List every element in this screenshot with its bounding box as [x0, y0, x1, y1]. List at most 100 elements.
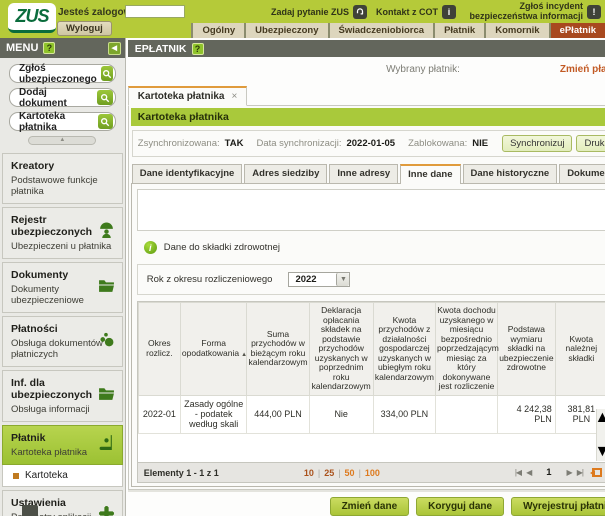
magnifier-icon: [100, 66, 113, 81]
column-header[interactable]: Podstawa wymiaru składki na ubezpieczeni…: [497, 302, 556, 396]
sidebar-item-title: Rejestr ubezpieczonych: [11, 214, 93, 238]
pagination-controls: |◀ ◀ 1 ▶ ▶|: [515, 467, 602, 478]
eplatnik-help-icon[interactable]: ?: [191, 42, 204, 55]
change-data-button[interactable]: Zmień dane: [329, 497, 410, 516]
tab-ubezpieczony[interactable]: Ubezpieczony: [244, 23, 328, 38]
column-header[interactable]: Deklaracja opłacania składek na podstawi…: [308, 302, 374, 396]
sort-ascending-icon: ▲: [241, 351, 248, 358]
tab-dane-historyczne[interactable]: Dane historyczne: [462, 164, 558, 183]
quick-button-dodaj-dokument[interactable]: Dodaj dokument: [9, 87, 116, 109]
tab-ogolny[interactable]: Ogólny: [191, 23, 245, 38]
sidebar-item-title: Płatności: [11, 323, 58, 335]
page-size-options: 10 | 25 | 50 | 100: [303, 467, 380, 478]
document-tab-label: Kartoteka płatnika: [137, 91, 225, 102]
scroll-up-icon[interactable]: ▲: [595, 409, 605, 427]
column-header[interactable]: Kwota przychodów z działalności gospodar…: [372, 302, 436, 396]
scroll-down-icon[interactable]: ▼: [595, 443, 605, 461]
sidebar-item-subtitle: Ubezpieczeni u płatnika: [11, 241, 112, 252]
elements-summary: Elementy 1 - 1 z 1: [143, 467, 219, 478]
coins-icon: [98, 331, 115, 353]
tab-platnik[interactable]: Płatnik: [433, 23, 485, 38]
document-tab-bar: Kartoteka płatnika ×: [127, 80, 605, 106]
tab-inne-dane[interactable]: Inne dane: [400, 164, 461, 184]
menu-title: MENU: [6, 42, 39, 54]
ask-zus-link[interactable]: Zadaj pytanie ZUS: [271, 4, 367, 19]
sidebar-item-title: Kreatory: [11, 160, 55, 172]
column-header[interactable]: Kwota dochodu uzyskanego w miesiącu bezp…: [434, 302, 499, 396]
table-scrollbar[interactable]: ▲ ▼: [595, 409, 605, 461]
selected-payer-label: Wybrany płatnik:: [386, 63, 460, 75]
quick-button-kartoteka-platnika[interactable]: Kartoteka płatnika: [9, 110, 116, 133]
synchronized-value: TAK: [224, 138, 244, 149]
sidebar-item-ustawienia[interactable]: Ustawienia Parametry aplikacji ePłatnik: [2, 490, 123, 516]
year-filter-box: Rok z okresu rozliczeniowego 2022 ▼: [136, 264, 605, 295]
card-icon: [98, 434, 115, 456]
sidebar-item-rejestr-ubezpieczonych[interactable]: Rejestr ubezpieczonych Ubezpieczeni u pł…: [2, 207, 123, 259]
last-page-icon[interactable]: ▶|: [576, 468, 584, 477]
info-icon: i: [143, 241, 157, 254]
menu-help-icon[interactable]: ?: [43, 42, 56, 54]
next-page-icon[interactable]: ▶: [566, 468, 573, 477]
login-input[interactable]: [125, 5, 185, 18]
cell-kwota-przychodow: 334,00 PLN: [372, 394, 436, 434]
tab-dokumenty[interactable]: Dokumenty: [559, 164, 605, 183]
column-header[interactable]: Suma przychodów w bieżącym roku kalendar…: [246, 302, 310, 396]
page-size-50[interactable]: 50: [344, 467, 355, 478]
sidebar-item-inf-dla-ubezpieczonych[interactable]: Inf. dla ubezpieczonych Obsługa informac…: [2, 370, 123, 422]
sidebar: MENU ? ◀ Zgłoś ubezpieczonego Dodaj doku…: [0, 38, 126, 516]
table-row[interactable]: 2022-01 Zasady ogólne - podatek według s…: [137, 394, 605, 434]
tab-inne-adresy[interactable]: Inne adresy: [329, 164, 399, 183]
logout-button[interactable]: Wyloguj: [57, 21, 112, 36]
contact-cot-label: Kontakt z COT: [376, 6, 438, 17]
info-text: Dane do składki zdrowotnej: [163, 242, 280, 253]
year-select[interactable]: 2022 ▼: [288, 272, 351, 287]
export-icon[interactable]: [589, 468, 602, 477]
tab-eplatnik[interactable]: ePłatnik: [548, 23, 605, 38]
page-size-25[interactable]: 25: [324, 467, 335, 478]
sidebar-item-platnosci[interactable]: Płatności Obsługa dokumentów płatniczych: [2, 316, 123, 367]
page-size-10[interactable]: 10: [303, 467, 314, 478]
scrolled-content-box: [136, 189, 605, 231]
menu-collapse-icon[interactable]: ◀: [107, 41, 121, 55]
quick-button-zglos-ubezpieczonego[interactable]: Zgłoś ubezpieczonego: [9, 63, 116, 85]
cell-okres: 2022-01: [137, 394, 181, 434]
sync-status-row: Zsynchronizowana: TAK Data synchronizacj…: [131, 130, 605, 157]
change-payer-link[interactable]: Zmień płatnika: [559, 63, 605, 75]
page-size-100[interactable]: 100: [364, 467, 380, 478]
eplatnik-header: EPŁATNIK ?: [127, 40, 605, 57]
blocked-label: Zablokowana:: [408, 138, 468, 149]
previous-page-icon[interactable]: ◀: [526, 468, 532, 477]
sidebar-item-kreatory[interactable]: Kreatory Podstawowe funkcje płatnika: [2, 153, 123, 204]
year-value: 2022: [295, 274, 317, 285]
tab-dane-identyfikacyjne[interactable]: Dane identyfikacyjne: [131, 164, 243, 183]
sidebar-item-title: Płatnik: [11, 432, 46, 444]
sidebar-item-subtitle: Obsługa informacji: [11, 404, 90, 415]
quick-button-label: Kartoteka płatnika: [19, 110, 66, 133]
sidebar-item-title: Inf. dla ubezpieczonych: [11, 377, 93, 401]
sync-date-label: Data synchronizacji:: [256, 138, 342, 149]
sidebar-footer-widget[interactable]: [22, 505, 38, 516]
tab-adres-siedziby[interactable]: Adres siedziby: [244, 164, 328, 183]
sidebar-subitem-kartoteka[interactable]: Kartoteka: [2, 465, 123, 487]
column-header[interactable]: Okres rozlicz.: [137, 302, 181, 396]
sidebar-item-subtitle: Podstawowe funkcje płatnika: [11, 175, 98, 197]
correct-data-button[interactable]: Koryguj dane: [416, 497, 505, 516]
first-page-icon[interactable]: |◀: [514, 468, 522, 477]
contact-cot-link[interactable]: Kontakt z COT i: [376, 4, 456, 19]
table-footer: Elementy 1 - 1 z 1 10 | 25 | 50 | 100 |◀ ◀ …: [137, 462, 605, 482]
report-incident-label: Zgłoś incydent bezpieczeństwa informacji: [469, 1, 583, 21]
sidebar-item-platnik[interactable]: Płatnik Kartoteka płatnika: [2, 425, 123, 465]
synchronize-button[interactable]: Synchronizuj: [502, 135, 573, 152]
tab-swiadczeniobiorca[interactable]: Świadczeniobiorca: [327, 23, 434, 38]
column-header[interactable]: Kwota należnej składki: [554, 302, 605, 396]
close-icon[interactable]: ×: [231, 91, 238, 102]
unregister-payer-button[interactable]: Wyrejestruj płatnika: [511, 497, 605, 516]
print-button[interactable]: Drukuj: [576, 135, 605, 152]
headset-icon: [353, 4, 367, 19]
tab-komornik[interactable]: Komornik: [484, 23, 549, 38]
document-tab-kartoteka-platnika[interactable]: Kartoteka płatnika ×: [127, 86, 248, 106]
quick-buttons-collapse[interactable]: ▲: [28, 136, 97, 145]
report-incident-link[interactable]: Zgłoś incydent bezpieczeństwa informacji…: [465, 1, 601, 22]
column-header-sorted[interactable]: Forma opodatkowania ▲: [179, 302, 248, 396]
sidebar-item-dokumenty[interactable]: Dokumenty Dokumenty ubezpieczeniowe: [2, 262, 123, 313]
